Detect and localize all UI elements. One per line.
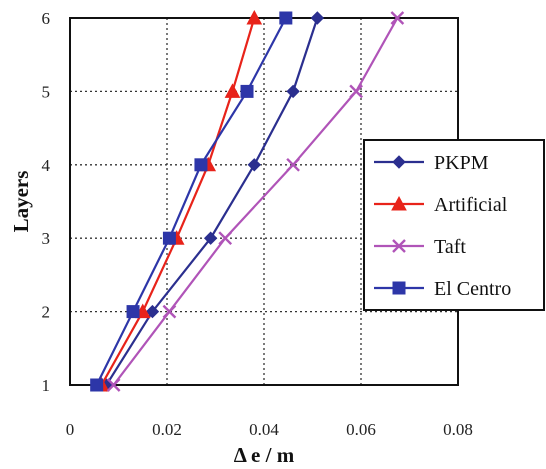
data-point — [90, 378, 104, 392]
data-point — [203, 231, 218, 245]
data-point — [286, 157, 300, 172]
marker-stroke — [218, 231, 233, 246]
marker-stroke — [286, 157, 300, 172]
series-taft — [106, 11, 405, 392]
y-axis-title: Layers — [9, 171, 33, 233]
data-point — [349, 84, 363, 99]
marker-stroke — [162, 304, 177, 319]
legend-entry: Taft — [374, 236, 466, 258]
legend-label: Artificial — [434, 194, 508, 216]
legend-label: Taft — [434, 236, 466, 258]
data-point — [310, 11, 325, 25]
data-point — [162, 231, 176, 245]
series-artificial — [93, 9, 263, 392]
data-point — [246, 9, 263, 25]
series-line — [112, 17, 399, 386]
y-tick-label: 4 — [42, 156, 51, 175]
legend-marker — [392, 155, 406, 169]
data-point — [247, 158, 262, 172]
y-tick-label: 3 — [42, 229, 51, 248]
series-line — [100, 17, 256, 386]
legend-marker — [391, 195, 407, 211]
legend-marker — [392, 239, 406, 253]
x-tick-label: 0.06 — [346, 420, 376, 439]
series-el-centro — [90, 11, 293, 392]
data-point — [218, 231, 233, 246]
marker-stroke — [392, 239, 406, 253]
legend-label: PKPM — [434, 152, 489, 174]
legend-marker — [392, 281, 406, 295]
y-tick-label: 5 — [42, 82, 51, 101]
x-axis-title: Δ e / m — [234, 443, 295, 464]
series-line — [95, 17, 287, 386]
marker-stroke — [349, 84, 363, 99]
grid — [70, 18, 458, 385]
marker-stroke — [390, 11, 405, 25]
x-tick-label: 0.02 — [152, 420, 182, 439]
tick-labels: 0 0.02 0.04 0.06 0.08 1 2 3 4 5 6 — [42, 9, 473, 439]
x-tick-label: 0.08 — [443, 420, 473, 439]
data-point — [279, 11, 293, 25]
y-tick-label: 2 — [42, 303, 51, 322]
data-point — [126, 305, 140, 319]
series-lines — [90, 9, 405, 392]
series-line — [105, 17, 319, 386]
legend-entry: PKPM — [374, 152, 489, 174]
legend-items: PKPM Artificial Taft El Centro — [374, 152, 511, 300]
legend-entry: El Centro — [374, 278, 511, 300]
data-point — [106, 378, 121, 392]
marker-stroke — [106, 378, 121, 392]
data-point — [162, 304, 177, 319]
series-pkpm — [99, 11, 325, 392]
legend-label: El Centro — [434, 278, 511, 300]
x-tick-label: 0.04 — [249, 420, 279, 439]
data-point — [286, 84, 300, 99]
legend-entry: Artificial — [374, 194, 508, 216]
x-tick-label: 0 — [66, 420, 75, 439]
data-point — [224, 83, 241, 98]
data-point — [240, 84, 254, 98]
y-tick-label: 1 — [42, 376, 51, 395]
data-point — [194, 158, 208, 172]
y-tick-label: 6 — [42, 9, 51, 28]
data-point — [145, 304, 160, 319]
data-point — [390, 11, 405, 25]
legend: PKPM Artificial Taft El Centro — [363, 139, 545, 311]
